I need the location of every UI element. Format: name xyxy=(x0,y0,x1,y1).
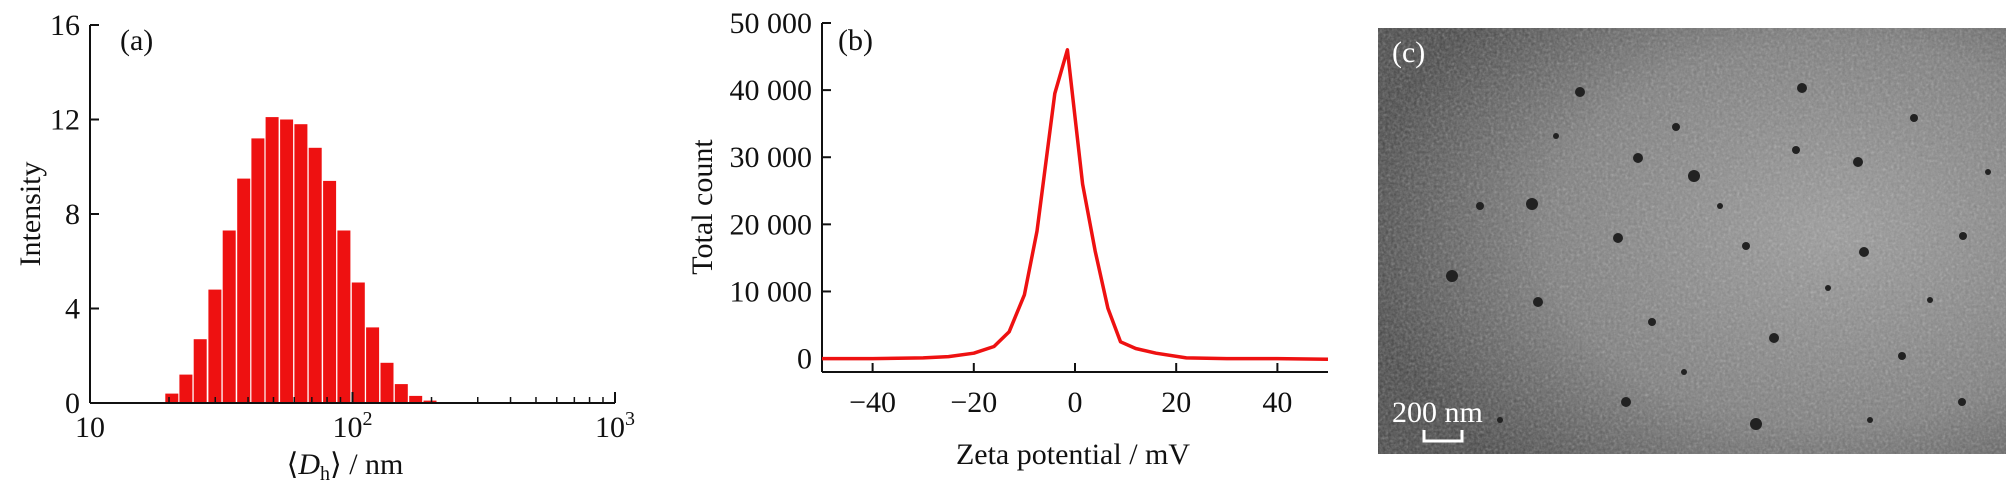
panel-a-bar xyxy=(265,117,279,403)
panel-b-y-tick-label: 50 000 xyxy=(730,7,813,40)
panel-a-bar xyxy=(222,230,236,403)
tem-particles xyxy=(1446,83,1991,430)
panel-a-x-tick-label: 10 xyxy=(75,411,105,444)
panel-a-y-ticks: 0 4 8 12 16 xyxy=(50,9,99,420)
panel-a-y-tick-label: 16 xyxy=(50,9,80,42)
panel-a-bars xyxy=(165,117,437,403)
panel-b-series-line xyxy=(822,48,1329,361)
panel-a-x-tick-label: 103 xyxy=(595,408,635,444)
panel-a-bar xyxy=(380,362,394,403)
panel-a-y-tick-label: 8 xyxy=(65,198,80,231)
panel-a-bar xyxy=(308,147,322,403)
panel-b-x-tick-label: −20 xyxy=(950,386,997,419)
panel-a-bar xyxy=(323,180,337,403)
panel-a-bar xyxy=(280,119,294,403)
panel-a-bar xyxy=(337,230,351,403)
panel-b-y-tick-label: 30 000 xyxy=(730,141,813,174)
panel-b-y-ticks: 0 10 000 20 000 30 000 40 000 50 000 xyxy=(730,7,831,376)
panel-a-y-tick-label: 4 xyxy=(65,293,80,326)
panel-b-x-tick-label: 20 xyxy=(1161,386,1191,419)
panel-b-x-axis-label: Zeta potential / mV xyxy=(956,438,1190,471)
panel-a-bar xyxy=(193,339,207,403)
panel-a-bar xyxy=(366,327,380,403)
panel-b-y-axis-label: Total count xyxy=(686,139,719,275)
panel-c-label: (c) xyxy=(1392,36,1425,69)
panel-a-bar xyxy=(208,289,222,403)
panel-b-y-tick-label: 40 000 xyxy=(730,74,813,107)
panel-b-x-tick-label: −40 xyxy=(849,386,896,419)
panel-a-bar xyxy=(237,178,251,403)
panel-b-y-tick-label: 0 xyxy=(797,343,812,376)
panel-a-x-axis-label: ⟨Dh⟩ / nm xyxy=(287,448,404,485)
panel-a-x-tick-label: 102 xyxy=(333,408,373,444)
panel-a-y-tick-label: 0 xyxy=(65,387,80,420)
panel-a-bar xyxy=(409,395,423,403)
panel-b-x-ticks: −40 −20 0 20 40 xyxy=(849,363,1292,419)
scalebar xyxy=(1422,430,1464,443)
panel-a-bar xyxy=(423,400,437,403)
panel-a-bar xyxy=(165,393,179,403)
panel-a-y-tick-label: 12 xyxy=(50,104,80,137)
panel-a-y-axis-label: Intensity xyxy=(14,162,47,267)
panel-c-tem-image: (c) 200 nm xyxy=(1378,28,2006,454)
panel-b-x-tick-label: 40 xyxy=(1262,386,1292,419)
panel-b-y-tick-label: 10 000 xyxy=(730,275,813,308)
panel-a-bar xyxy=(179,374,193,403)
panel-a-bar xyxy=(294,124,308,403)
panel-a-x-ticks: 10 102 103 xyxy=(75,392,635,444)
panel-a-bar xyxy=(351,282,365,403)
scalebar-label: 200 nm xyxy=(1392,396,1483,429)
panel-a-bar xyxy=(394,384,408,403)
panel-b-y-tick-label: 20 000 xyxy=(730,208,813,241)
panel-a-bar xyxy=(251,138,265,403)
panel-b-label: (b) xyxy=(838,24,873,57)
panel-b-series-points xyxy=(821,49,1329,360)
panel-b-x-tick-label: 0 xyxy=(1068,386,1083,419)
panel-a-label: (a) xyxy=(120,24,153,57)
tem-grain xyxy=(1378,28,2006,454)
panel-a-histogram: (a) 0 4 8 12 16 10 102 103 Intensity ⟨Dh⟩ / nm xyxy=(14,9,635,485)
